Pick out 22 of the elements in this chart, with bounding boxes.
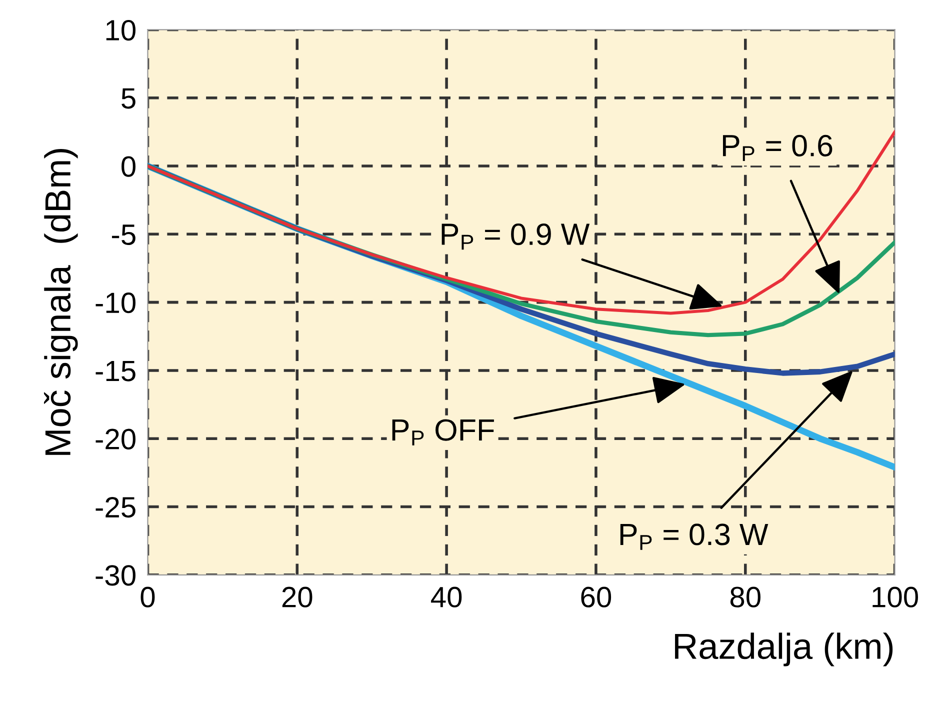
y-tick-label: 5 bbox=[122, 88, 136, 109]
annotation: P$_{P}$ = 0.6 bbox=[722, 134, 832, 161]
x-tick-label: 100 bbox=[872, 586, 918, 608]
y-tick-label: -25 bbox=[96, 496, 136, 518]
y-tick-label: -15 bbox=[96, 360, 136, 382]
x-tick-label: 60 bbox=[581, 586, 612, 608]
y-tick-label: -10 bbox=[96, 292, 136, 314]
x-tick-label: 0 bbox=[140, 586, 155, 608]
y-tick-label: -20 bbox=[96, 428, 136, 450]
annotation: P$_{P}$ = 0.3 W bbox=[620, 524, 768, 550]
y-tick-label: 10 bbox=[106, 20, 136, 41]
x-tick-label: 40 bbox=[431, 586, 462, 608]
x-tick-label: 80 bbox=[730, 586, 760, 608]
annotation: P$_{P}$ OFF bbox=[392, 419, 494, 446]
line-series bbox=[148, 130, 895, 315]
annotation: P$_{P}$ = 0.9 W bbox=[442, 223, 590, 250]
x-axis-title: Razdalja (km) bbox=[675, 632, 893, 666]
x-tick-label: 20 bbox=[282, 586, 312, 608]
y-tick-label: -5 bbox=[112, 224, 136, 246]
y-tick-label: -30 bbox=[96, 565, 136, 586]
y-axis-title: Moč signala (dBm) bbox=[44, 149, 78, 455]
y-tick-label: 0 bbox=[122, 156, 136, 177]
